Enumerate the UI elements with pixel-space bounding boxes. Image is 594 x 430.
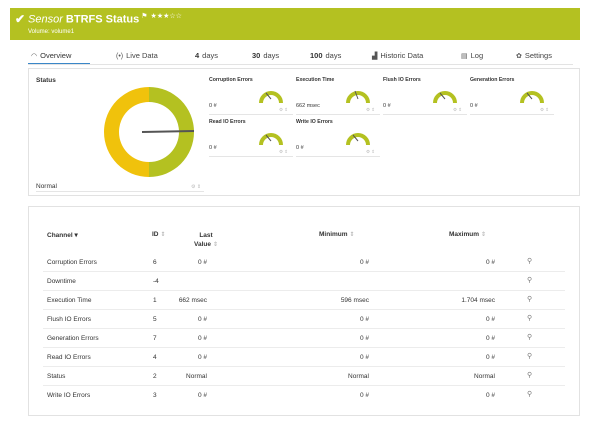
status-donut-gauge[interactable]	[104, 87, 194, 177]
priority-stars[interactable]: ★★★☆☆	[150, 13, 182, 20]
sort-icon: ⇕	[349, 232, 355, 238]
status-value: Normal	[36, 183, 57, 190]
tab-live-data[interactable]: (•) Live Data	[116, 51, 158, 60]
gauge-generation-errors[interactable]: Generation Errors 0 # ⚙ ⇕	[470, 77, 554, 122]
table-row[interactable]: Write IO Errors 3 0 # 0 # 0 # ⚲	[47, 391, 533, 399]
wrench-icon[interactable]: ⚲	[527, 353, 533, 360]
table-row[interactable]: Execution Time 1 662 msec 596 msec 1.704…	[43, 291, 565, 310]
sensor-word: Sensor	[28, 13, 63, 26]
column-header-last-value[interactable]: Last Value ⇕	[194, 232, 219, 248]
wrench-icon[interactable]: ⚲	[527, 296, 533, 303]
table-row[interactable]: Generation Errors 7 0 # 0 # 0 # ⚲	[43, 329, 565, 348]
mini-gauge-icon	[346, 133, 370, 146]
wrench-icon[interactable]: ⚲	[527, 277, 533, 284]
status-underline	[36, 191, 204, 192]
wrench-icon[interactable]: ⚲	[527, 372, 533, 379]
column-header-channel[interactable]: Channel ▾	[47, 232, 78, 239]
tab-log[interactable]: ▤ Log	[461, 51, 484, 60]
mini-gauge-icon	[259, 133, 283, 146]
sensor-header: ✔ Sensor BTRFS Status ⚑ ★★★☆☆ Volume: volu…	[10, 8, 580, 40]
sensor-name: BTRFS Status	[65, 13, 140, 26]
mini-gauge-icon	[346, 90, 370, 104]
sort-icon: ⇕	[212, 242, 219, 248]
column-header-id[interactable]: ID ⇕	[152, 231, 166, 238]
table-row[interactable]: Read IO Errors 4 0 # 0 # 0 # ⚲	[43, 348, 565, 367]
gauge-read-io-errors[interactable]: Read IO Errors 0 # ⚙ ⇕	[209, 119, 293, 164]
sensor-subtitle: Volume: volume1	[28, 29, 75, 35]
tab-divider	[28, 64, 573, 65]
bar-chart-icon: ▟	[372, 53, 378, 60]
tab-bar: ◠ Overview (•) Live Data 4 days 30 days 100 d…	[28, 49, 573, 65]
donut-needle	[141, 130, 194, 133]
gauge-corruption-errors[interactable]: Corruption Errors 0 # ⚙ ⇕	[209, 77, 293, 122]
tab-settings[interactable]: ✿ Settings	[516, 51, 552, 60]
flag-icon[interactable]: ⚑	[141, 13, 148, 20]
table-row[interactable]: Downtime -4 ⚲	[43, 272, 565, 291]
wrench-icon[interactable]: ⚲	[527, 258, 533, 265]
gauge-write-io-errors[interactable]: Write IO Errors 0 # ⚙ ⇕	[296, 119, 380, 164]
column-header-minimum[interactable]: Minimum ⇕	[319, 231, 355, 238]
table-row[interactable]: Status 2 Normal Normal Normal ⚲	[43, 367, 565, 386]
mini-gauge-icon	[433, 91, 457, 104]
table-row[interactable]: Corruption Errors 6 0 # 0 # 0 # ⚲	[43, 253, 565, 272]
gauge-flush-io-errors[interactable]: Flush IO Errors 0 # ⚙ ⇕	[383, 77, 467, 122]
log-icon: ▤	[461, 53, 468, 60]
sort-down-icon: ▾	[74, 232, 78, 239]
gear-icon: ✿	[516, 53, 522, 60]
table-row[interactable]: Flush IO Errors 5 0 # 0 # 0 # ⚲	[43, 310, 565, 329]
donut-right-segment	[149, 87, 194, 177]
overview-panel: Status Normal ⚙ ⇕ Corruption Errors 0 # …	[28, 68, 580, 196]
mini-gauge-icon	[520, 91, 544, 104]
sensor-title: Sensor BTRFS Status ⚑ ★★★☆☆	[28, 12, 182, 26]
status-gauge-label: Status	[36, 77, 56, 84]
channel-table-panel: Channel ▾ ID ⇕ Last Value ⇕ Minimum ⇕ Maxim…	[28, 206, 580, 416]
tab-30-days[interactable]: 30 days	[252, 51, 280, 60]
column-header-maximum[interactable]: Maximum ⇕	[449, 231, 487, 238]
donut-left-segment	[104, 87, 149, 177]
sort-icon: ⇕	[480, 232, 487, 238]
live-data-icon: (•)	[116, 53, 124, 60]
check-icon: ✔	[15, 12, 26, 26]
wrench-icon[interactable]: ⚲	[527, 315, 533, 322]
sort-icon: ⇕	[160, 232, 166, 238]
tab-100-days[interactable]: 100 days	[310, 51, 342, 60]
gauge-execution-time[interactable]: Execution Time 662 msec ⚙ ⇕	[296, 77, 380, 122]
gauge-settings-icon[interactable]: ⚙ ⇕	[191, 184, 202, 190]
tab-overview[interactable]: ◠ Overview	[28, 49, 90, 65]
wrench-icon[interactable]: ⚲	[527, 334, 533, 341]
tab-historic-data[interactable]: ▟ Historic Data	[372, 51, 424, 60]
gauge-icon: ◠	[31, 53, 38, 60]
tab-4-days[interactable]: 4 days	[195, 51, 219, 60]
mini-gauge-icon	[259, 91, 283, 104]
wrench-icon[interactable]: ⚲	[527, 391, 533, 398]
